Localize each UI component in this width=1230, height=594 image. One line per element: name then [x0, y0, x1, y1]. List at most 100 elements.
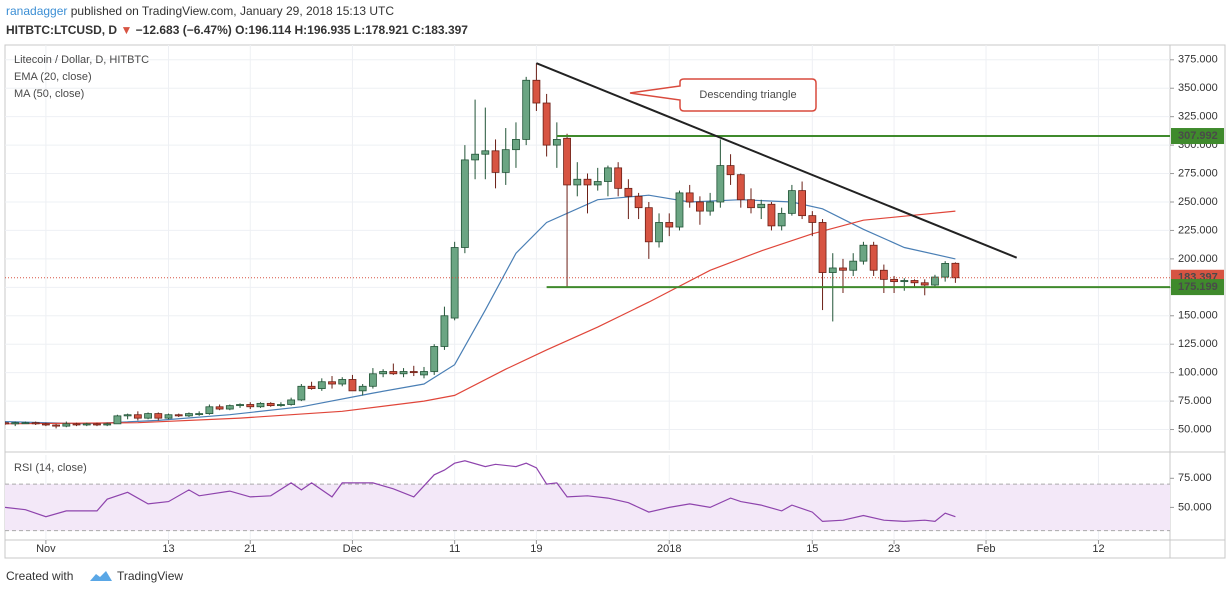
- frame: [4, 44, 1226, 559]
- candle-body: [828, 267, 837, 273]
- candle-body: [685, 192, 694, 203]
- chart-title: Litecoin / Dollar, D, HITBTC: [14, 54, 149, 66]
- candle-body: [399, 371, 408, 375]
- candle-body: [849, 260, 858, 271]
- candle-body: [450, 247, 459, 319]
- author[interactable]: ranadagger: [6, 4, 67, 18]
- open: O:196.114: [235, 23, 291, 37]
- x-tick-label: 12: [1092, 543, 1104, 555]
- candle-body: [573, 178, 582, 186]
- candle-body: [21, 422, 30, 425]
- candle-body: [716, 165, 725, 203]
- level-tag: [1171, 128, 1224, 145]
- y-tick-label: 350.000: [1178, 82, 1218, 94]
- y-tick-label: 375.000: [1178, 54, 1218, 66]
- candle-body: [358, 385, 367, 392]
- change: −12.683 (−6.47%): [136, 23, 232, 37]
- candle-body: [920, 282, 929, 286]
- low: L:178.921: [354, 23, 409, 37]
- candle-body: [317, 381, 326, 389]
- footer-brand[interactable]: TradingView: [117, 569, 183, 583]
- level-label: 175.199: [1178, 281, 1218, 293]
- rsi-pane: [5, 460, 1170, 532]
- y-tick-label: 250.000: [1178, 196, 1218, 208]
- candle-body: [266, 402, 275, 407]
- x-tick-label: 15: [806, 543, 818, 555]
- candle-body: [287, 399, 296, 405]
- candle-body: [593, 181, 602, 186]
- indicator-line: [5, 210, 956, 425]
- candle-body: [471, 153, 479, 161]
- candle-body: [93, 423, 101, 426]
- candle-body: [348, 379, 357, 392]
- y-tick-label: 200.000: [1178, 253, 1218, 265]
- candle-body: [430, 346, 439, 372]
- candle-body: [644, 207, 653, 243]
- candle-body: [144, 413, 152, 419]
- rsi-tick-label: 50.000: [1178, 501, 1212, 513]
- candle-body: [869, 244, 878, 271]
- candle-body: [910, 280, 919, 284]
- indicator-line: [5, 194, 956, 425]
- candle-body: [563, 137, 571, 186]
- candle-body: [491, 150, 500, 173]
- candle-body: [338, 379, 347, 385]
- candle-body: [409, 371, 418, 374]
- candle-body: [512, 139, 520, 151]
- candle-body: [82, 423, 91, 426]
- plot-area: [5, 62, 1170, 429]
- candle-body: [757, 203, 766, 209]
- candle-body: [634, 195, 643, 209]
- legend-entry: MA (50, close): [14, 88, 84, 100]
- candle-body: [307, 385, 316, 389]
- candle-body: [501, 149, 510, 173]
- high: H:196.935: [294, 23, 350, 37]
- candle-body: [798, 190, 807, 217]
- close: C:183.397: [412, 23, 468, 37]
- candle-body: [818, 222, 827, 273]
- y-tick-label: 225.000: [1178, 224, 1218, 236]
- candle-body: [62, 423, 71, 427]
- publish-line: ranadagger published on TradingView.com,…: [6, 4, 394, 18]
- down-arrow: ▼: [120, 23, 132, 37]
- y-tick-label: 150.000: [1178, 310, 1218, 322]
- x-tick-label: Dec: [343, 543, 363, 555]
- logo: [90, 571, 112, 581]
- candle-body: [236, 404, 244, 407]
- candle-body: [133, 414, 142, 419]
- candle-body: [420, 371, 428, 376]
- candle-body: [103, 423, 112, 426]
- candle-body: [215, 406, 224, 410]
- candle-body: [736, 174, 745, 201]
- candle-body: [614, 167, 623, 189]
- candle-body: [389, 371, 398, 375]
- candle-body: [747, 199, 755, 209]
- candle-body: [154, 413, 163, 419]
- candle-body: [665, 222, 674, 228]
- candle-body: [440, 315, 449, 347]
- candle-body: [460, 159, 469, 248]
- candle-body: [368, 373, 377, 387]
- candle-body: [52, 424, 60, 427]
- candle-body: [225, 405, 234, 410]
- candle-body: [552, 139, 561, 146]
- candle-body: [542, 102, 551, 146]
- x-tick-label: 19: [530, 543, 542, 555]
- candle-body: [624, 187, 633, 197]
- candle-body: [522, 79, 531, 140]
- candle-body: [808, 215, 817, 223]
- candle-body: [890, 278, 898, 283]
- candle-body: [696, 201, 704, 212]
- symbol-line: HITBTC:LTCUSD, D ▼ −12.683 (−6.47%) O:19…: [6, 23, 468, 37]
- candle-body: [328, 381, 336, 385]
- level-label: 307.992: [1178, 130, 1218, 142]
- x-tick-label: 11: [449, 543, 460, 555]
- candle-body: [481, 150, 490, 155]
- candle-body: [767, 203, 776, 227]
- candle-body: [205, 406, 214, 414]
- candle-body: [726, 165, 735, 176]
- legend-entry: EMA (20, close): [14, 71, 92, 83]
- rsi-tick-label: 75.000: [1178, 472, 1212, 484]
- annotation: Descending triangle: [699, 89, 796, 101]
